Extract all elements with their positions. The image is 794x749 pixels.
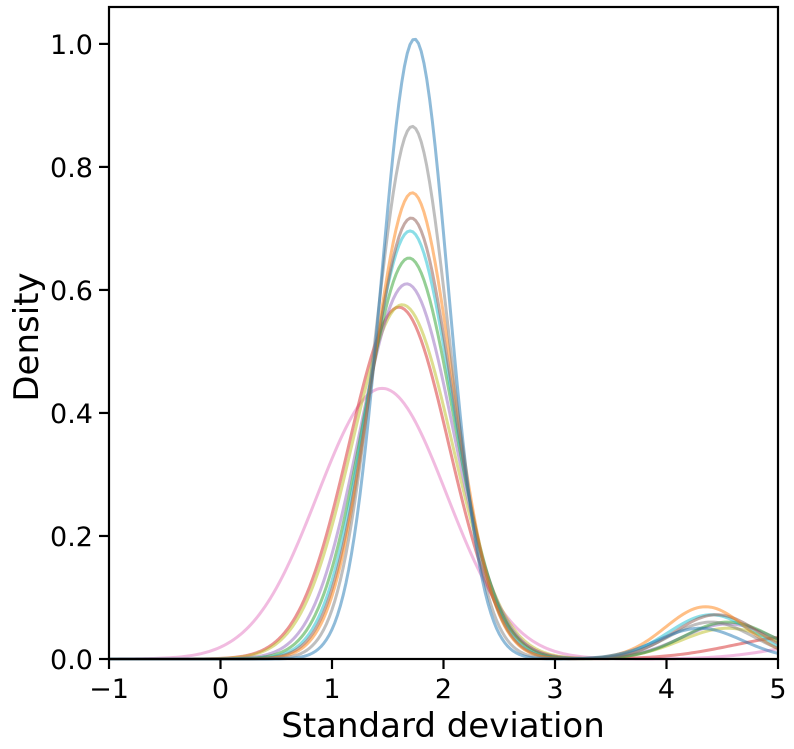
y-tick-label: 0.8	[50, 153, 93, 184]
series-curves	[109, 37, 779, 661]
y-tick-label: 0.2	[50, 522, 93, 553]
x-tick-label: 5	[769, 674, 786, 705]
y-tick-label: 0.6	[50, 276, 93, 307]
x-tick-label: 0	[212, 674, 229, 705]
y-axis-ticks: 0.0 0.2 0.4 0.6 0.8 1.0	[50, 30, 109, 676]
y-axis-title: Density	[7, 272, 47, 401]
x-tick-label: 4	[658, 674, 675, 705]
x-axis-title: Standard deviation	[281, 706, 605, 746]
y-tick-label: 0.0	[50, 645, 93, 676]
x-tick-label: 3	[546, 674, 563, 705]
x-tick-label: 1	[323, 674, 340, 705]
y-tick-label: 1.0	[50, 30, 93, 61]
y-tick-label: 0.4	[50, 399, 93, 430]
x-axis-ticks: −1 0 1 2 3 4 5	[89, 659, 787, 705]
density-curve-8	[109, 124, 779, 661]
x-tick-label: −1	[89, 674, 129, 705]
x-tick-label: 2	[435, 674, 452, 705]
